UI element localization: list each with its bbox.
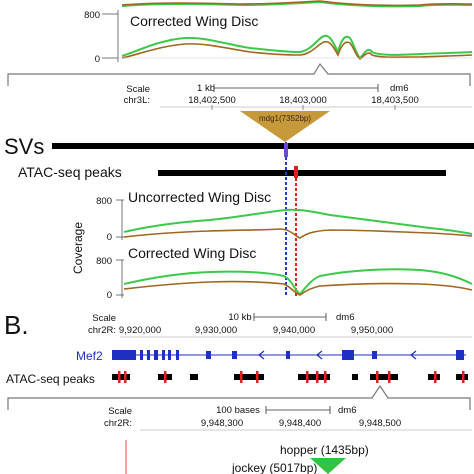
jockey-insertion-label: jockey (5017bp) xyxy=(231,461,317,474)
corrected-track: Corrected Wing Disc 800 0 xyxy=(96,245,473,301)
atac-summit xyxy=(376,371,379,383)
corrected-green-line xyxy=(123,268,473,296)
atac-summit-marker-a xyxy=(294,166,298,178)
coverage-axis-label: Coverage xyxy=(71,222,85,274)
atac-summit xyxy=(306,371,309,383)
coord-label: 9,930,000 xyxy=(195,325,237,336)
gene-label-mef2: Mef2 xyxy=(76,349,103,363)
atac-summit xyxy=(256,371,259,383)
top-track-brown-line xyxy=(121,0,473,7)
uncorrected-tick-0: 0 xyxy=(107,232,112,243)
gene-exon xyxy=(154,350,158,360)
insertion-site-marker xyxy=(284,143,288,157)
top-axis-tick-0: 0 xyxy=(95,54,100,65)
coord-label: 9,948,500 xyxy=(359,418,401,429)
coord-label: 18,403,000 xyxy=(279,95,327,106)
uncorrected-brown-line xyxy=(123,228,473,239)
atac-peak xyxy=(352,374,358,380)
atac-peak xyxy=(234,374,264,380)
uncorrected-title: Uncorrected Wing Disc xyxy=(128,189,271,205)
assembly-label: dm6 xyxy=(338,405,356,416)
assembly-label: dm6 xyxy=(390,83,408,94)
corrected-tick-0: 0 xyxy=(107,290,112,301)
atac-summit xyxy=(118,371,121,383)
zoom-connector-a xyxy=(7,62,471,86)
mdg1-insertion-triangle xyxy=(240,111,330,142)
svs-bar xyxy=(52,143,474,149)
coord-label: 18,403,500 xyxy=(371,95,419,106)
uncorrected-tick-800: 800 xyxy=(96,196,112,207)
panel-b-zoom-header: Scale chr2R: 100 bases dm6 9,948,300 9,9… xyxy=(104,405,472,431)
top-corrected-green-line xyxy=(121,34,473,60)
gene-exon xyxy=(112,350,136,360)
atac-peak xyxy=(190,374,198,380)
mdg1-insertion-label: mdg1(7352bp) xyxy=(259,114,311,123)
gene-exon xyxy=(147,350,150,360)
coord-label: 18,402,500 xyxy=(188,95,236,106)
atac-peak xyxy=(298,374,330,380)
scale-bar-text: 100 bases xyxy=(216,405,260,416)
gene-exon xyxy=(342,350,354,360)
uncorrected-track: Uncorrected Wing Disc 800 0 xyxy=(96,189,473,243)
uncorrected-green-line xyxy=(123,208,473,235)
insertion-triangle-green xyxy=(310,458,346,474)
gene-exon xyxy=(176,350,179,360)
gene-exon xyxy=(372,351,377,359)
atac-label-b: ATAC-seq peaks xyxy=(6,372,95,386)
atac-peak xyxy=(112,374,130,380)
mef2-gene-model: Mef2 xyxy=(76,349,466,363)
scale-bar-text: 1 kb xyxy=(197,83,215,94)
gene-exon xyxy=(140,350,143,360)
atac-summit xyxy=(124,371,127,383)
gene-exon xyxy=(286,351,290,359)
panel-b-browser-header: Scale chr2R: 10 kb dm6 9,920,000 9,930,0… xyxy=(88,312,472,338)
gene-exon xyxy=(162,350,165,360)
coord-label: 9,920,000 xyxy=(119,325,161,336)
atac-summit xyxy=(434,371,437,383)
atac-summit xyxy=(164,371,167,383)
chrom-label: chr3L: xyxy=(124,95,150,106)
atac-peaks-b: ATAC-seq peaks xyxy=(6,371,468,386)
atac-peak-bar-a xyxy=(158,170,446,176)
strand-arrow xyxy=(316,350,323,360)
strand-arrow xyxy=(258,350,265,360)
top-track-green-line xyxy=(121,0,473,8)
scale-bar-text: 10 kb xyxy=(228,312,251,323)
gene-exon xyxy=(232,351,237,359)
corrected-title: Corrected Wing Disc xyxy=(128,245,256,261)
scale-label: Scale xyxy=(108,406,132,417)
panel-a-browser-header: Scale chr3L: 1 kb dm6 18,402,500 18,403,… xyxy=(124,83,472,110)
chrom-label: chr2R: xyxy=(88,325,116,336)
panel-b-letter: B. xyxy=(4,310,29,340)
atac-summit xyxy=(462,371,465,383)
strand-arrow xyxy=(410,350,417,360)
gene-exon xyxy=(456,350,464,360)
panel-a-top-tracks: 800 Corrected Wing Disc 0 xyxy=(84,0,473,65)
gene-exon xyxy=(206,351,211,359)
corrected-tick-800: 800 xyxy=(96,256,112,267)
top-track-title: Corrected Wing Disc xyxy=(130,13,258,29)
hopper-insertion-label: hopper (1435bp) xyxy=(280,443,369,457)
atac-summit xyxy=(388,371,391,383)
atac-summit xyxy=(324,371,327,383)
corrected-brown-line xyxy=(123,280,473,296)
coord-label: 9,950,000 xyxy=(351,325,393,336)
atac-summit xyxy=(240,371,243,383)
chrom-label: chr2R: xyxy=(104,418,132,429)
atac-label-a: ATAC-seq peaks xyxy=(18,164,122,180)
coord-label: 9,948,400 xyxy=(279,418,321,429)
atac-summit xyxy=(316,371,319,383)
scale-label: Scale xyxy=(92,313,116,324)
coord-label: 9,948,300 xyxy=(201,418,243,429)
top-corrected-brown-line xyxy=(121,40,473,61)
scale-label: Scale xyxy=(126,84,150,95)
coord-label: 9,940,000 xyxy=(273,325,315,336)
gene-exon xyxy=(168,350,171,360)
top-axis-tick-800: 800 xyxy=(84,10,100,21)
assembly-label: dm6 xyxy=(336,312,354,323)
zoom-connector-b xyxy=(7,384,471,410)
svs-label: SVs xyxy=(4,134,44,159)
atac-peak xyxy=(370,374,398,380)
